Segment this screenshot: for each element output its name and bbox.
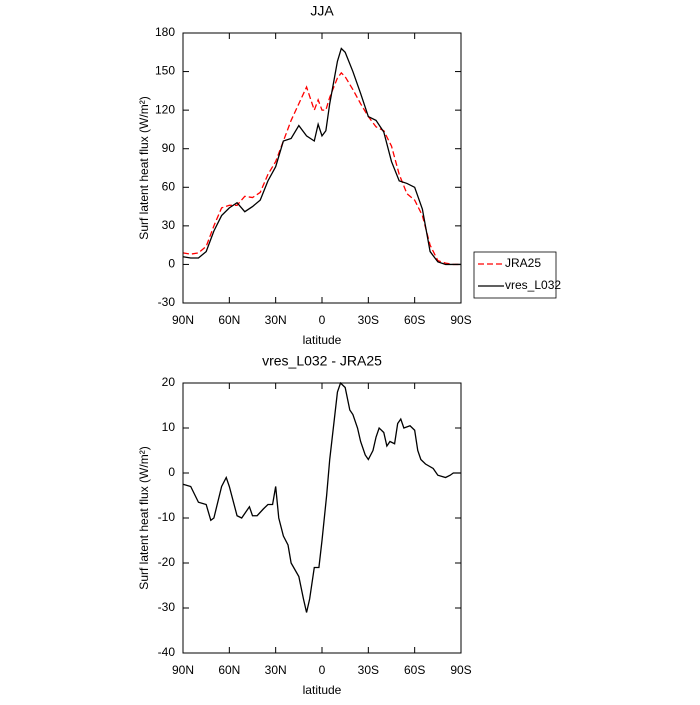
y-tick-label: 180 xyxy=(155,25,175,39)
x-tick-label: 0 xyxy=(319,663,326,677)
x-tick-label: 90S xyxy=(450,663,471,677)
data-line xyxy=(182,47,461,266)
chart-title: JJA xyxy=(310,3,334,19)
x-tick-label: 90N xyxy=(172,663,194,677)
x-tick-label: 60N xyxy=(218,313,240,327)
y-tick-label: 60 xyxy=(162,179,176,193)
plot-frame xyxy=(182,32,462,304)
legend-label: JRA25 xyxy=(505,256,541,270)
x-tick-label: 60S xyxy=(404,663,425,677)
x-tick-label: 30S xyxy=(358,313,379,327)
chart-title: vres_L032 - JRA25 xyxy=(262,353,382,369)
x-tick-label: 0 xyxy=(319,313,326,327)
x-axis-label: latitude xyxy=(303,333,342,347)
data-line xyxy=(182,71,461,266)
y-axis-label: Surf latent heat flux (W/m²) xyxy=(137,96,151,239)
x-tick-label: 30N xyxy=(265,663,287,677)
y-tick-label: -10 xyxy=(158,510,176,524)
x-tick-label: 60S xyxy=(404,313,425,327)
y-tick-label: -30 xyxy=(158,600,176,614)
y-tick-label: 10 xyxy=(162,420,176,434)
data-line xyxy=(182,381,461,613)
y-tick-label: 0 xyxy=(168,465,175,479)
y-tick-label: 30 xyxy=(162,218,176,232)
y-tick-label: -20 xyxy=(158,555,176,569)
x-tick-label: 30S xyxy=(358,663,379,677)
y-tick-label: 120 xyxy=(155,102,175,116)
x-tick-label: 60N xyxy=(218,663,240,677)
y-tick-label: 150 xyxy=(155,64,175,78)
y-tick-label: 20 xyxy=(162,375,176,389)
x-tick-label: 90S xyxy=(450,313,471,327)
y-axis-label: Surf latent heat flux (W/m²) xyxy=(137,446,151,589)
x-axis-label: latitude xyxy=(303,683,342,697)
legend-box xyxy=(473,251,557,299)
y-tick-label: -30 xyxy=(158,295,176,309)
legend-label: vres_L032 xyxy=(505,278,561,292)
plot-frame xyxy=(182,382,462,654)
y-tick-label: 0 xyxy=(168,257,175,271)
y-tick-label: -40 xyxy=(158,645,176,659)
x-tick-label: 30N xyxy=(265,313,287,327)
x-tick-label: 90N xyxy=(172,313,194,327)
y-tick-label: 90 xyxy=(162,141,176,155)
